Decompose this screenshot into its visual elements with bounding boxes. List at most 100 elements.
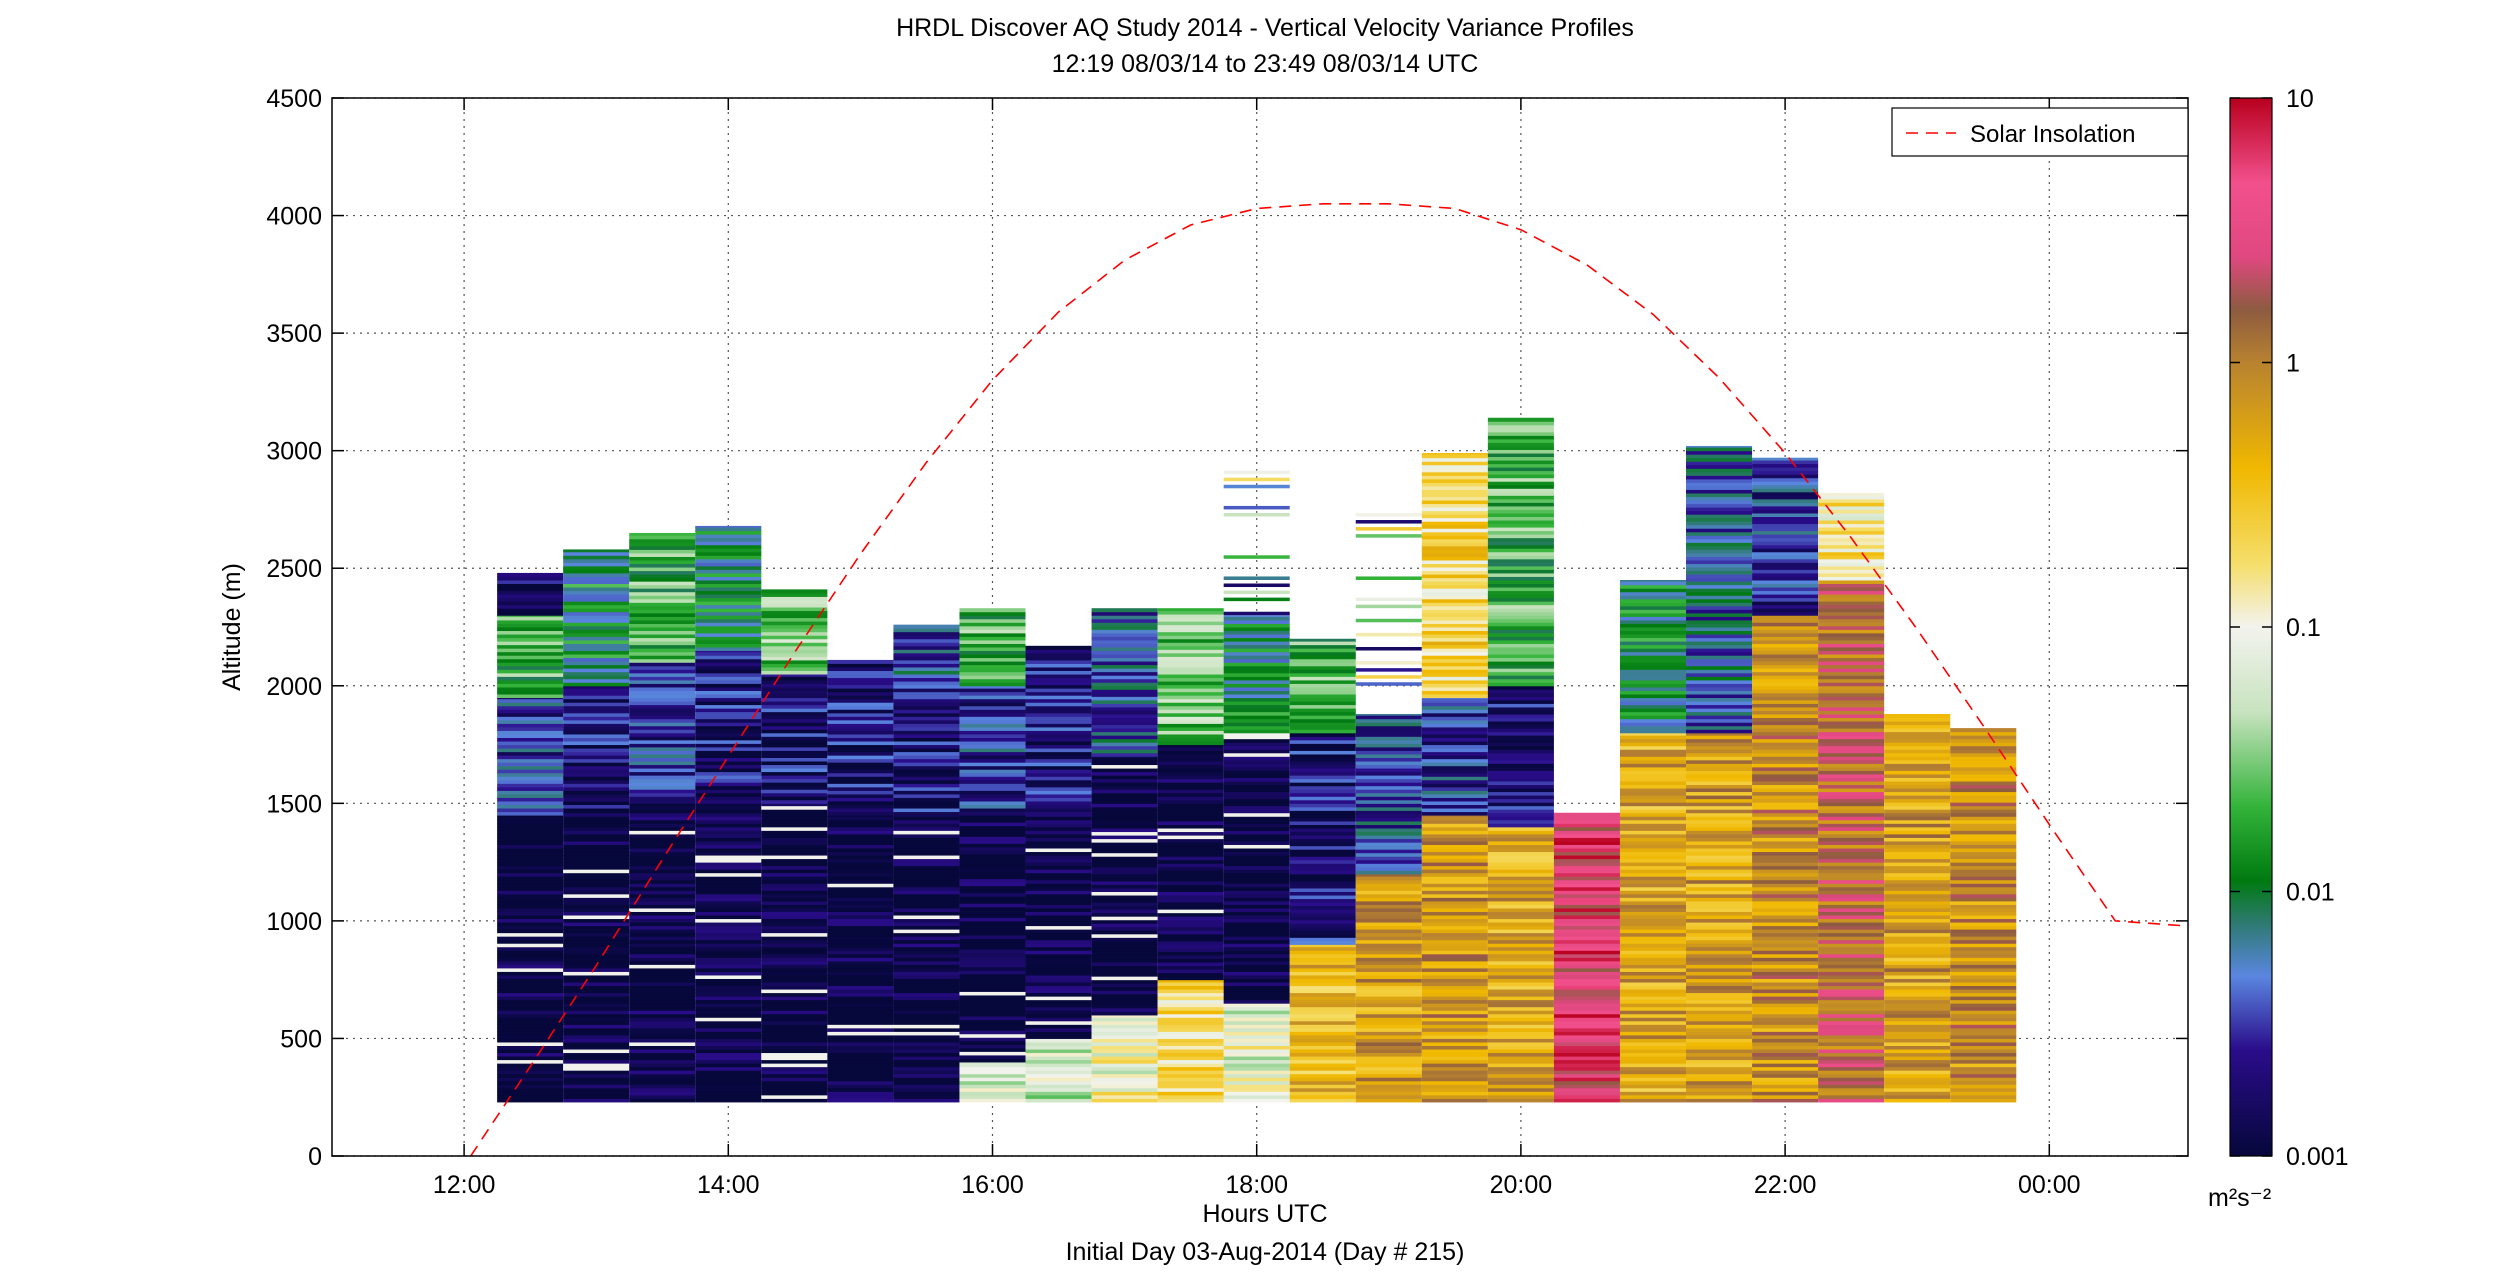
variance-cell	[1091, 969, 1158, 974]
variance-cell	[761, 739, 828, 744]
variance-cell	[695, 632, 762, 637]
variance-cell	[1818, 900, 1885, 905]
variance-cell	[695, 544, 762, 549]
variance-cell	[1686, 756, 1753, 761]
variance-cell	[695, 964, 762, 969]
variance-cell	[893, 992, 960, 997]
variance-cell	[1686, 992, 1753, 997]
variance-cell	[1421, 542, 1488, 547]
variance-cell	[827, 893, 894, 898]
variance-cell	[1619, 770, 1687, 775]
variance-cell	[1289, 669, 1356, 674]
variance-cell	[1157, 677, 1224, 682]
variance-cell	[1223, 1017, 1290, 1022]
variance-cell	[1818, 604, 1885, 609]
variance-cell	[1025, 758, 1092, 763]
variance-cell	[1686, 904, 1753, 909]
variance-cell	[761, 732, 828, 737]
variance-cell	[1025, 911, 1092, 916]
variance-cell	[563, 611, 630, 616]
variance-cell	[1818, 763, 1885, 768]
variance-cell	[1619, 816, 1687, 821]
variance-cell	[959, 1058, 1026, 1063]
variance-cell	[1487, 481, 1554, 486]
variance-cell	[1818, 639, 1885, 644]
variance-cell	[695, 1003, 762, 1008]
variance-cell	[1421, 808, 1488, 813]
variance-cell	[695, 1013, 762, 1018]
variance-cell	[1752, 654, 1819, 659]
variance-cell	[1157, 923, 1224, 928]
variance-cell	[1289, 996, 1356, 1001]
variance-cell	[1421, 468, 1488, 473]
variance-cell	[1752, 569, 1819, 574]
variance-cell	[1223, 971, 1290, 976]
variance-cell	[1686, 637, 1753, 642]
variance-cell	[959, 1026, 1026, 1031]
variance-cell	[1289, 778, 1356, 783]
variance-cell	[629, 676, 696, 681]
variance-cell	[563, 643, 630, 648]
variance-cell	[695, 562, 762, 567]
variance-cell	[1487, 1052, 1554, 1057]
variance-cell	[1421, 514, 1488, 519]
variance-cell	[1157, 856, 1224, 861]
variance-cell	[1025, 1038, 1092, 1043]
variance-cell	[1289, 782, 1356, 787]
variance-cell	[1884, 738, 1951, 743]
variance-cell	[1421, 556, 1488, 561]
variance-cell	[1421, 779, 1488, 784]
variance-cell	[1752, 650, 1819, 655]
variance-cell	[761, 736, 828, 741]
variance-cell	[695, 915, 762, 920]
variance-cell	[497, 594, 564, 599]
variance-cell	[1091, 636, 1158, 641]
variance-cell	[1025, 808, 1092, 813]
variance-cell	[1025, 904, 1092, 909]
variance-cell	[1487, 950, 1554, 955]
variance-cell	[1818, 1091, 1885, 1096]
variance-cell	[1157, 746, 1224, 751]
variance-cell	[959, 748, 1026, 753]
variance-cell	[827, 1034, 894, 1039]
variance-cell	[1619, 1080, 1687, 1085]
variance-cell	[1950, 763, 2017, 768]
variance-cell	[629, 567, 696, 572]
variance-cell	[827, 744, 894, 749]
variance-cell	[1223, 925, 1290, 930]
variance-cell	[1421, 723, 1488, 728]
variance-cell	[1025, 1084, 1092, 1089]
variance-cell	[893, 691, 960, 696]
variance-cell	[959, 959, 1026, 964]
variance-cell	[827, 1073, 894, 1078]
variance-cell	[827, 1077, 894, 1082]
variance-cell	[1223, 627, 1290, 632]
variance-cell	[1950, 1056, 2017, 1061]
variance-cell	[563, 925, 630, 930]
variance-cell	[1686, 616, 1753, 621]
variance-cell	[1487, 946, 1554, 951]
variance-cell	[1818, 1073, 1885, 1078]
variance-cell	[1355, 828, 1422, 833]
variance-cell	[1487, 470, 1554, 475]
variance-cell	[1091, 761, 1158, 766]
variance-cell	[1355, 775, 1422, 780]
variance-cell	[1884, 745, 1951, 750]
variance-cell	[1553, 862, 1620, 867]
variance-cell	[563, 904, 630, 909]
variance-cell	[959, 726, 1026, 731]
variance-cell	[1487, 576, 1554, 581]
variance-cell	[1487, 594, 1554, 599]
variance-cell	[1619, 967, 1687, 972]
variance-cell	[761, 862, 828, 867]
variance-cell	[959, 811, 1026, 816]
variance-cell	[1487, 876, 1554, 881]
variance-cell	[695, 739, 762, 744]
variance-cell	[563, 953, 630, 958]
variance-cell	[1091, 1073, 1158, 1078]
variance-cell	[1289, 764, 1356, 769]
variance-cell	[1091, 926, 1158, 931]
variance-cell	[1223, 686, 1290, 691]
variance-cell	[695, 715, 762, 720]
variance-cell	[761, 872, 828, 877]
